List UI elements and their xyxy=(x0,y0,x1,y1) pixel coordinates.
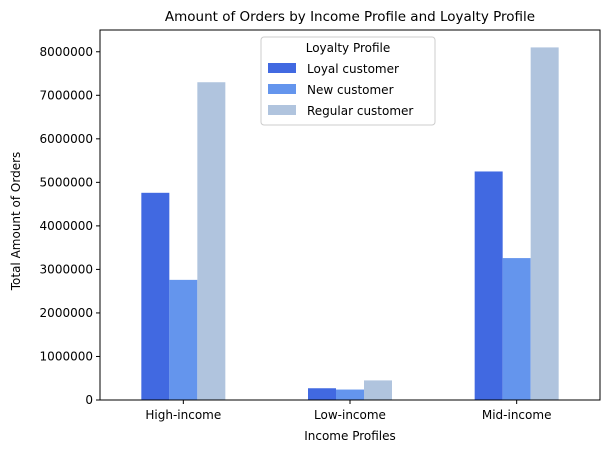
bars-layer xyxy=(141,47,559,400)
legend-swatch-new-customer xyxy=(268,84,296,94)
y-tick-label: 5000000 xyxy=(40,175,93,189)
axes-layer: 0 1000000 2000000 3000000 4000000 5000000 6000… xyxy=(40,29,601,422)
legend-box xyxy=(260,36,436,126)
bar-regular-customer-mid-income xyxy=(530,47,559,400)
bar-new-customer-mid-income xyxy=(502,258,531,400)
y-tick-label: 6000000 xyxy=(40,132,93,146)
y-tick-label: 2000000 xyxy=(40,306,93,320)
y-tick-label: 3000000 xyxy=(40,262,93,276)
bar-new-customer-high-income xyxy=(169,279,198,400)
legend-label: New customer xyxy=(307,83,394,97)
y-axis-title: Total Amount of Orders xyxy=(9,152,23,292)
legend-label: Loyal customer xyxy=(307,62,399,76)
bar-regular-customer-high-income xyxy=(197,82,226,400)
y-tick-label: 1000000 xyxy=(40,349,93,363)
x-tick-label: Mid-income xyxy=(482,408,552,422)
bar-loyal-customer-mid-income xyxy=(474,171,503,400)
x-tick-label: Low-income xyxy=(314,408,386,422)
chart-title: Amount of Orders by Income Profile and L… xyxy=(165,9,535,25)
y-tick-label: 8000000 xyxy=(40,45,93,59)
legend-swatch-loyal-customer xyxy=(268,63,296,73)
y-tick-label: 4000000 xyxy=(40,219,93,233)
legend-title: Loyalty Profile xyxy=(306,41,391,55)
legend: Loyalty Profile Loyal customer New custome… xyxy=(260,36,436,126)
legend-swatch-regular-customer xyxy=(268,105,296,115)
x-axis-title: Income Profiles xyxy=(304,429,396,443)
bar-loyal-customer-low-income xyxy=(308,388,336,400)
x-tick-label: High-income xyxy=(145,408,221,422)
bar-loyal-customer-high-income xyxy=(141,192,170,400)
y-tick-label: 7000000 xyxy=(40,88,93,102)
legend-label: Regular customer xyxy=(307,104,413,118)
bar-regular-customer-low-income xyxy=(364,380,392,400)
y-tick-label: 0 xyxy=(85,393,93,407)
bar-new-customer-low-income xyxy=(336,389,364,400)
